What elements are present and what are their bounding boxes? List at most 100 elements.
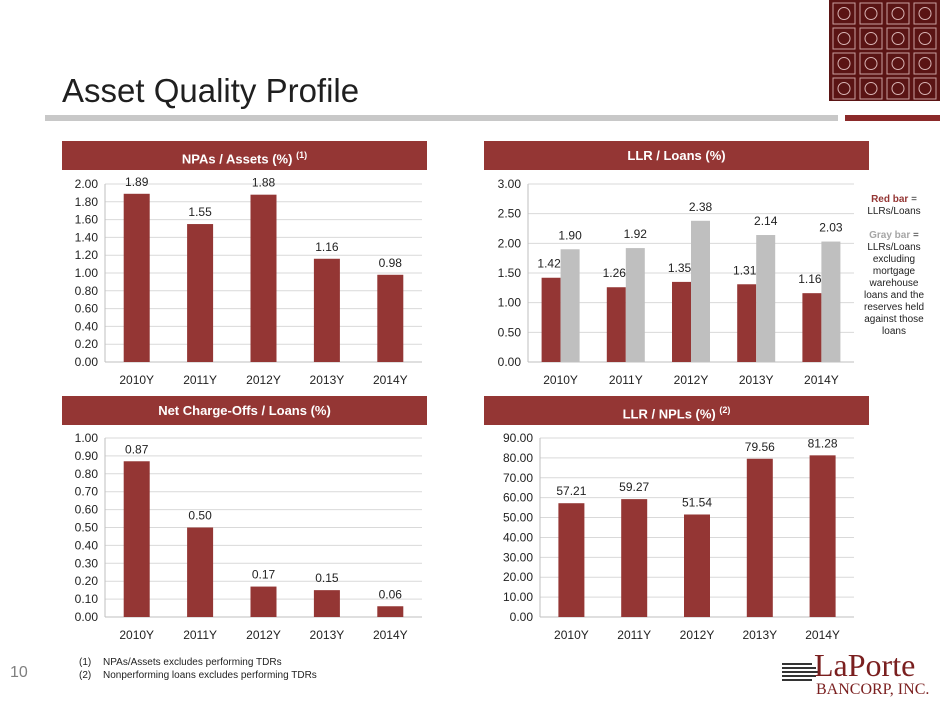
npas-y-tick-label: 1.40 [75, 230, 99, 244]
npas-x-tick-label: 2010Y [119, 373, 154, 387]
npl-bar [746, 458, 773, 617]
legend-gray-label: Gray bar [869, 230, 911, 241]
panel-header-llr: LLR / Loans (%) [484, 141, 869, 170]
npas-y-tick-label: 0.20 [75, 337, 99, 351]
npas-y-tick-label: 1.00 [75, 266, 99, 280]
npl-y-tick-label: 10.00 [503, 590, 533, 604]
nco-y-tick-label: 0.60 [75, 503, 99, 517]
page-title: Asset Quality Profile [62, 72, 360, 109]
llr-bar [606, 287, 626, 362]
llr-data-label: 2.03 [819, 221, 843, 235]
npas-bar [377, 274, 404, 362]
npl-x-tick-label: 2010Y [554, 628, 589, 642]
llr-data-label: 2.38 [689, 200, 713, 214]
npas-y-tick-label: 0.60 [75, 302, 99, 316]
npas-bar [187, 224, 214, 362]
npl-y-tick-label: 70.00 [503, 471, 533, 485]
llr-data-label: 1.26 [603, 266, 627, 280]
brand-pattern-graphic [829, 0, 940, 101]
llr-bar [756, 235, 776, 362]
npl-data-label: 59.27 [619, 480, 649, 494]
llr-y-tick-label: 1.00 [498, 296, 522, 310]
llr-data-label: 1.42 [537, 257, 561, 271]
llr-y-tick-label: 0.00 [498, 355, 522, 369]
npas-x-tick-label: 2012Y [246, 373, 281, 387]
llr-y-tick-label: 2.50 [498, 207, 522, 221]
npl-y-tick-label: 40.00 [503, 530, 533, 544]
llr-bar [691, 220, 710, 362]
npl-bar [621, 499, 648, 617]
npl-x-tick-label: 2014Y [805, 628, 840, 642]
title-divider [45, 115, 838, 121]
npl-x-tick-label: 2013Y [742, 628, 777, 642]
npas-x-tick-label: 2013Y [310, 373, 345, 387]
npl-data-label: 79.56 [745, 440, 775, 454]
npas-data-label: 1.88 [252, 176, 276, 190]
npl-y-tick-label: 60.00 [503, 491, 533, 505]
brand-subtitle: BANCORP, INC. [816, 681, 930, 698]
npas-y-tick-label: 2.00 [75, 177, 99, 191]
nco-bar [313, 590, 340, 617]
llr-bar [672, 281, 691, 362]
title-divider-accent [845, 115, 940, 121]
llr-data-label: 1.31 [733, 263, 757, 277]
nco-y-tick-label: 0.90 [75, 449, 99, 463]
llr-x-tick-label: 2012Y [674, 373, 709, 387]
llr-x-tick-label: 2010Y [543, 373, 578, 387]
brand-name: LaPorte [814, 647, 916, 683]
llr-data-label: 1.90 [558, 228, 582, 242]
nco-data-label: 0.15 [315, 571, 339, 585]
llr-bar [737, 284, 757, 362]
nco-y-tick-label: 0.40 [75, 538, 99, 552]
panel-header-npl-label: LLR / NPLs (%) [622, 406, 716, 422]
panel-header-nco-label: Net Charge-Offs / Loans (%) [158, 403, 331, 418]
panel-header-nco: Net Charge-Offs / Loans (%) [62, 396, 427, 425]
npas-data-label: 1.16 [315, 240, 339, 254]
page-number: 10 [10, 664, 28, 681]
npl-y-tick-label: 20.00 [503, 570, 533, 584]
npl-bar [684, 514, 710, 617]
npas-bar [123, 193, 150, 362]
nco-y-tick-label: 1.00 [75, 431, 99, 445]
llr-bar [560, 249, 580, 362]
npl-y-tick-label: 50.00 [503, 511, 533, 525]
footnote-2: (2) Nonperforming loans excludes performi… [79, 669, 317, 682]
llr-bar [541, 277, 561, 362]
npl-x-tick-label: 2011Y [617, 628, 651, 642]
panel-header-npl: LLR / NPLs (%) (2) [484, 396, 869, 425]
nco-data-label: 0.50 [188, 509, 212, 523]
llr-x-tick-label: 2013Y [739, 373, 774, 387]
npas-x-tick-label: 2014Y [373, 373, 408, 387]
nco-data-label: 0.17 [252, 568, 276, 582]
nco-data-label: 0.06 [379, 587, 403, 601]
npas-y-tick-label: 1.20 [75, 248, 99, 262]
footnotes: (1) NPAs/Assets excludes performing TDRs … [79, 656, 317, 682]
npas-data-label: 1.89 [125, 175, 149, 189]
panel-header-llr-label: LLR / Loans (%) [627, 148, 726, 163]
npl-x-tick-label: 2012Y [680, 628, 715, 642]
npl-y-tick-label: 30.00 [503, 550, 533, 564]
npas-data-label: 0.98 [379, 256, 403, 270]
panel-header-npas: NPAs / Assets (%) (1) [62, 141, 427, 170]
nco-y-tick-label: 0.50 [75, 521, 99, 535]
npl-bar [558, 503, 585, 617]
footnote-2-number: (2) [79, 670, 92, 681]
llr-bar [821, 241, 841, 362]
llr-bar [802, 293, 822, 362]
npas-y-tick-label: 0.80 [75, 284, 99, 298]
npas-bar [313, 258, 340, 362]
nco-y-tick-label: 0.30 [75, 556, 99, 570]
npl-data-label: 51.54 [682, 495, 712, 509]
nco-x-tick-label: 2014Y [373, 628, 408, 642]
npas-y-tick-label: 1.80 [75, 195, 99, 209]
llr-x-tick-label: 2014Y [804, 373, 839, 387]
npas-y-tick-label: 0.40 [75, 319, 99, 333]
legend-red-text: = LLRs/Loans [867, 194, 921, 217]
panel-header-npas-label: NPAs / Assets (%) [181, 151, 293, 167]
llr-data-label: 1.16 [798, 272, 822, 286]
npl-bar [809, 455, 836, 617]
